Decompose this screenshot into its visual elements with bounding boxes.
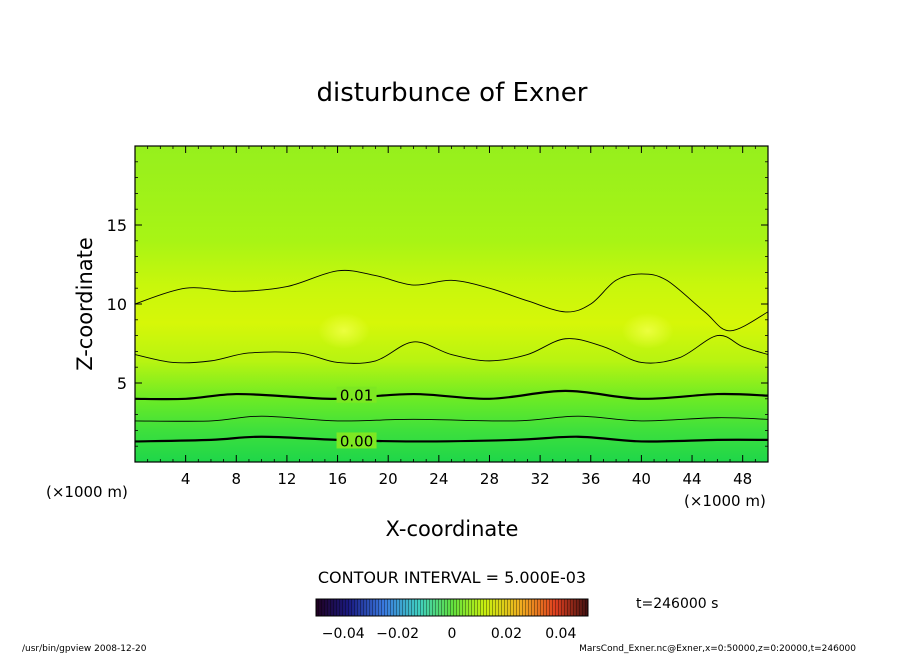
colorbar-tick-label-3: 0.02 xyxy=(491,626,522,642)
footer-left: /usr/bin/gpview 2008-12-20 xyxy=(22,644,147,654)
contour-line-2 xyxy=(135,389,768,401)
contour-interval-label: CONTOUR INTERVAL = 5.000E-03 xyxy=(318,568,586,587)
x-tick-label-6: 28 xyxy=(480,470,499,488)
contour-line-3 xyxy=(135,334,768,364)
x-axis-label: X-coordinate xyxy=(386,517,519,541)
x-tick-label-5: 24 xyxy=(429,470,448,488)
x-tick-label-11: 48 xyxy=(733,470,752,488)
x-tick-label-1: 8 xyxy=(232,470,242,488)
x-tick-label-4: 20 xyxy=(379,470,398,488)
contour-field xyxy=(135,146,768,462)
x-axis: 4 8 12 16 20 24 28 32 36 40 44 48 xyxy=(147,146,756,488)
contour-label-bg-0 xyxy=(336,386,377,403)
x-tick-label-0: 4 xyxy=(181,470,191,488)
y-axis: 5 10 15 xyxy=(107,161,768,447)
colorbar-tick-label-2: 0 xyxy=(448,626,457,642)
x-unit-left: (×1000 m) xyxy=(46,483,128,501)
field-fill xyxy=(135,146,768,462)
colorbar-stripes xyxy=(316,599,588,616)
colorbar-tick-label-0: −0.04 xyxy=(322,626,365,642)
time-label: t=246000 s xyxy=(636,596,718,612)
contour-labels: 0.01 0.00 xyxy=(336,386,377,450)
x-tick-label-2: 12 xyxy=(277,470,296,488)
x-tick-label-10: 44 xyxy=(682,470,701,488)
colorbar: −0.04 −0.02 0 0.02 0.04 xyxy=(315,598,589,642)
footer-right: MarsCond_Exner.nc@Exner,x=0:50000,z=0:20… xyxy=(579,644,856,654)
highlight-blob-1 xyxy=(621,312,674,349)
colorbar-tick-label-4: 0.04 xyxy=(545,626,576,642)
contour-label-0: 0.01 xyxy=(340,387,373,405)
contour-line-0 xyxy=(135,435,768,443)
y-axis-label: Z-coordinate xyxy=(73,237,97,371)
colorbar-frame xyxy=(315,598,589,617)
x-tick-label-3: 16 xyxy=(328,470,347,488)
y-tick-label-0: 5 xyxy=(117,374,127,393)
contour-label-bg-1 xyxy=(336,432,377,449)
x-unit-right: (×1000 m) xyxy=(684,492,766,510)
contour-line-4 xyxy=(135,269,768,332)
y-tick-label-1: 10 xyxy=(107,295,127,314)
chart-title: disturbunce of Exner xyxy=(317,78,588,108)
x-tick-label-9: 40 xyxy=(632,470,651,488)
contour-label-1: 0.00 xyxy=(340,432,373,450)
highlight-blob-0 xyxy=(317,312,370,349)
contour-line-1 xyxy=(135,415,768,422)
y-tick-label-2: 15 xyxy=(107,216,127,235)
colorbar-tick-label-1: −0.02 xyxy=(376,626,419,642)
x-tick-label-8: 36 xyxy=(581,470,600,488)
x-tick-label-7: 32 xyxy=(531,470,550,488)
